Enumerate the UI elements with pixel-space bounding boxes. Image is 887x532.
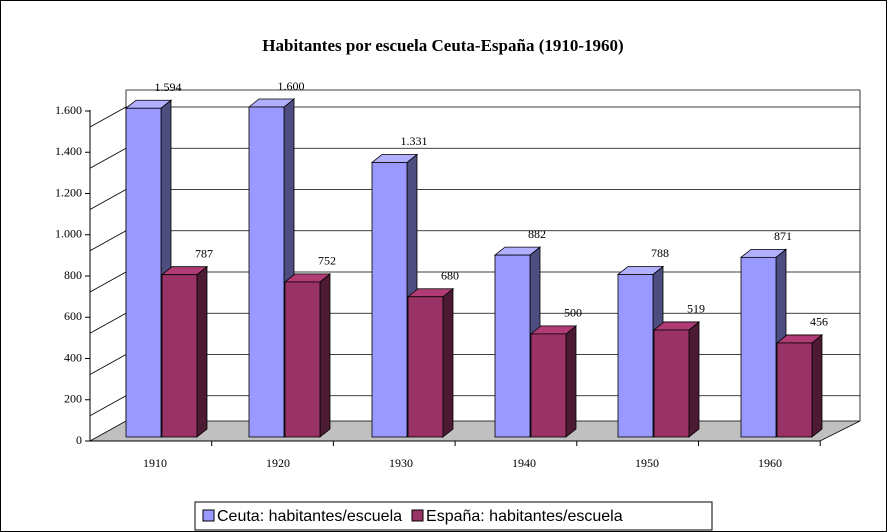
grid-line	[89, 230, 127, 252]
bar	[284, 281, 321, 438]
data-label: 500	[564, 306, 582, 320]
y-tick-label: 1.200	[55, 185, 82, 199]
legend-label: Ceuta: habitantes/escuela	[217, 508, 402, 525]
bar	[125, 107, 162, 438]
x-tick-label: 1950	[635, 456, 659, 470]
x-tick-label: 1910	[143, 456, 167, 470]
y-tick-label: 200	[64, 392, 82, 406]
data-label: 680	[441, 269, 459, 283]
y-tick-label: 400	[64, 350, 82, 364]
grid-line	[89, 395, 127, 417]
bar-side	[319, 273, 331, 438]
bar	[776, 342, 813, 438]
bar	[653, 329, 690, 438]
y-tick-label: 800	[64, 268, 82, 282]
data-label: 788	[651, 246, 669, 260]
y-tick-label: 1.400	[55, 144, 82, 158]
grid-line	[89, 189, 127, 210]
legend-swatch	[411, 509, 424, 522]
x-tick-label: 1940	[512, 456, 536, 470]
legend-label: España: habitantes/escuela	[426, 508, 623, 525]
bar-side	[688, 321, 700, 438]
bar-side	[196, 265, 208, 438]
data-label: 871	[774, 229, 792, 243]
x-tick-label: 1930	[389, 456, 413, 470]
bar-side	[442, 287, 454, 438]
bar	[494, 254, 531, 438]
data-label: 752	[318, 254, 336, 268]
y-tick-label: 1.000	[55, 227, 82, 241]
data-label: 882	[528, 227, 546, 241]
grid-line	[89, 147, 127, 169]
data-label: 787	[195, 246, 213, 260]
bar-side	[565, 325, 577, 438]
bar	[407, 296, 444, 438]
data-label: 1.594	[155, 80, 182, 94]
grid-line	[89, 106, 127, 128]
y-tick-label: 1.600	[55, 103, 82, 117]
bar	[161, 274, 198, 438]
data-label: 519	[687, 302, 705, 316]
bar	[530, 333, 567, 438]
bar	[740, 256, 777, 438]
bar	[248, 106, 285, 438]
y-tick-label: 600	[64, 309, 82, 323]
grid-line	[89, 312, 127, 334]
bar-side	[811, 334, 823, 438]
legend-swatch	[202, 509, 215, 522]
chart-title: Habitantes por escuela Ceuta-España (191…	[262, 36, 623, 55]
x-tick-label: 1920	[266, 456, 290, 470]
bar	[617, 274, 654, 438]
y-tick-label: 0	[76, 433, 82, 447]
data-label: 1.331	[401, 134, 428, 148]
data-label: 1.600	[278, 79, 305, 93]
x-tick-label: 1960	[758, 456, 782, 470]
grid-line	[89, 354, 127, 375]
legend	[194, 501, 713, 531]
bar	[371, 162, 408, 438]
grid-line	[89, 271, 127, 293]
data-label: 456	[810, 315, 828, 329]
